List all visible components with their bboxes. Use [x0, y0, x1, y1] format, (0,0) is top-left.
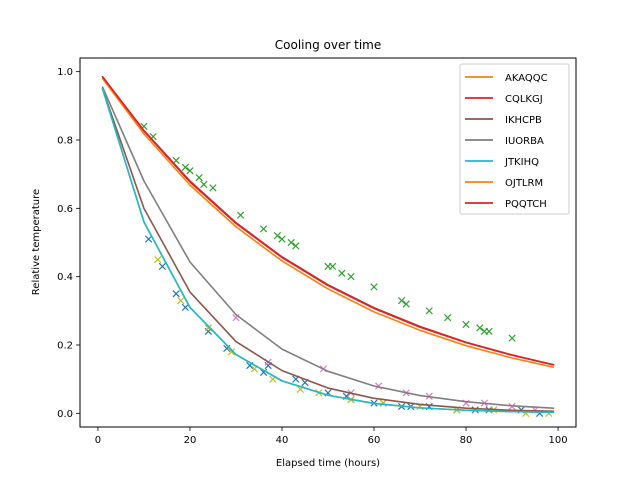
- series-line-pqqtch: [101, 75, 555, 366]
- legend-label-ikhcpb: IKHCPB: [505, 115, 542, 126]
- x-tick-label: 60: [368, 435, 381, 446]
- legend-label-pqqtch: PQQTCH: [505, 199, 547, 210]
- scatter-point: [227, 348, 236, 356]
- scatter-point: [508, 334, 516, 342]
- scatter-point: [204, 324, 212, 332]
- series-line-iuorba: [101, 86, 555, 410]
- scatter-point: [292, 242, 300, 250]
- x-axis: 0 20 40 60 80 100: [95, 427, 568, 446]
- scatter-point: [200, 180, 208, 189]
- series-line-jtkihq: [101, 87, 555, 414]
- scatter-point: [485, 327, 493, 335]
- scatter-point: [273, 232, 282, 240]
- legend-label-cqlkgj: CQLKGJ: [505, 94, 543, 105]
- legend-label-akaqqc: AKAQQC: [505, 73, 548, 84]
- y-tick-label: 1.0: [57, 67, 73, 78]
- y-tick-label: 0.2: [57, 341, 73, 352]
- scatter-point: [444, 314, 452, 322]
- x-tick-label: 100: [549, 435, 568, 446]
- y-tick-label: 0.8: [57, 136, 73, 147]
- scatter-series-0: [140, 122, 516, 342]
- y-axis-title: Relative temperature: [31, 189, 42, 295]
- y-tick-label: 0.4: [57, 272, 73, 283]
- x-tick-label: 20: [184, 435, 197, 446]
- legend-label-jtkihq: JTKIHQ: [504, 157, 539, 168]
- scatter-point: [347, 273, 355, 281]
- scatter-point: [278, 235, 286, 243]
- scatter-point: [195, 173, 203, 182]
- scatter-point: [181, 303, 189, 312]
- legend-label-ojtlrm: OJTLRM: [505, 178, 543, 189]
- scatter-point: [144, 235, 153, 243]
- y-tick-label: 0.0: [57, 409, 73, 420]
- x-axis-title: Elapsed time (hours): [276, 458, 380, 469]
- x-tick-label: 0: [95, 435, 101, 446]
- scatter-point: [287, 238, 295, 247]
- scatter-point: [338, 269, 346, 277]
- scatter-point: [177, 296, 185, 305]
- scatter-point: [402, 300, 410, 308]
- chart-title: Cooling over time: [275, 38, 381, 52]
- legend: AKAQQC CQLKGJ IKHCPB IUORBA JTKIHQ OJTLRM PQQT…: [459, 63, 570, 215]
- x-tick-label: 80: [460, 435, 473, 446]
- scatter-point: [476, 324, 484, 332]
- scatter-point: [236, 211, 245, 219]
- series-line-ojtlrm: [101, 77, 555, 369]
- scatter-point: [425, 307, 433, 315]
- scatter-point: [154, 255, 162, 264]
- axes-frame: [79, 57, 577, 428]
- scatter-point: [158, 262, 166, 271]
- scatter-point: [397, 296, 406, 305]
- y-axis: 0.0 0.2 0.4 0.6 0.8 1.0: [57, 67, 80, 420]
- plot-area: [101, 75, 555, 417]
- scatter-point: [186, 167, 194, 175]
- scatter-point: [181, 163, 189, 171]
- scatter-point: [172, 290, 180, 298]
- series-line-ikhcpb: [101, 87, 555, 413]
- scatter-point: [259, 368, 268, 376]
- scatter-point: [370, 283, 378, 291]
- scatter-point: [209, 184, 217, 192]
- scatter-point: [328, 262, 337, 271]
- scatter-point: [259, 225, 268, 233]
- scatter-point: [462, 320, 470, 329]
- legend-label-iuorba: IUORBA: [505, 136, 544, 147]
- y-tick-label: 0.6: [57, 204, 73, 215]
- x-tick-label: 40: [276, 435, 289, 446]
- legend-frame: [459, 63, 570, 215]
